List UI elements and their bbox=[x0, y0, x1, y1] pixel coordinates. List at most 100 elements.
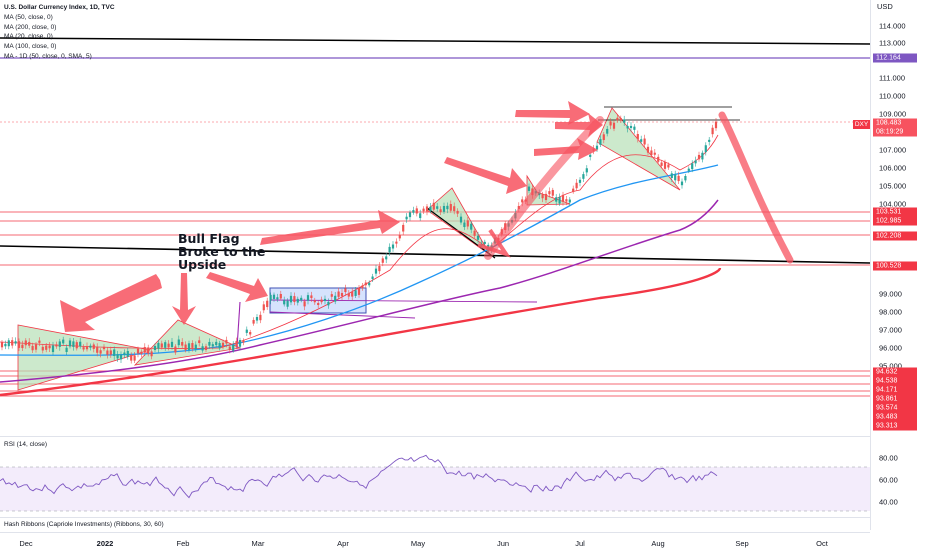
time-label: May bbox=[410, 539, 426, 548]
pane-separator-hash[interactable] bbox=[0, 517, 870, 518]
rally-path[interactable] bbox=[484, 116, 604, 260]
triangle-pattern-dec[interactable] bbox=[17, 324, 151, 391]
trendline-top[interactable] bbox=[0, 37, 871, 45]
ma100-line[interactable] bbox=[0, 199, 719, 383]
legend-ma50[interactable]: MA (50, close, 0) bbox=[4, 13, 53, 21]
arrow-to-jun-triangle[interactable] bbox=[444, 157, 527, 194]
time-label: Aug bbox=[651, 539, 665, 548]
candle-body bbox=[334, 295, 337, 302]
time-label: Jun bbox=[496, 539, 510, 548]
candle-body bbox=[317, 302, 320, 306]
candle-body bbox=[133, 355, 136, 361]
candle-body bbox=[459, 216, 463, 223]
candle-body bbox=[24, 340, 27, 346]
candle-body bbox=[391, 244, 395, 249]
candle-body bbox=[470, 223, 473, 230]
bull-flag-annotation[interactable]: Bull Flag Broke to the Upside bbox=[178, 232, 265, 271]
legend-ma100[interactable]: MA (100, close, 0) bbox=[4, 43, 57, 51]
arrow-to-dec-triangle[interactable] bbox=[60, 274, 162, 332]
symbol-badge: DXY bbox=[853, 120, 870, 129]
flag-pole[interactable] bbox=[236, 301, 241, 349]
candlesticks bbox=[0, 114, 718, 364]
candle-body bbox=[262, 304, 265, 311]
candle-body bbox=[677, 175, 680, 182]
arrow-to-jul-top-1[interactable] bbox=[515, 101, 590, 125]
pattern-trendline-may[interactable] bbox=[426, 207, 496, 259]
candle-body bbox=[310, 295, 313, 299]
candle-body bbox=[347, 293, 350, 297]
candle-body bbox=[303, 301, 306, 307]
candle-body bbox=[578, 179, 582, 183]
candle-body bbox=[102, 346, 106, 350]
hash-ribbons-label[interactable]: Hash Ribbons (Capriole Investments) (Rib… bbox=[4, 521, 164, 528]
candle-body bbox=[378, 265, 381, 272]
candle-body bbox=[99, 350, 102, 354]
price-tick: 109.000 bbox=[879, 109, 907, 119]
candle-body bbox=[344, 288, 347, 293]
candle-body bbox=[398, 235, 401, 239]
candle-body bbox=[374, 268, 378, 274]
price-chart-pane[interactable] bbox=[0, 0, 871, 430]
candle-body bbox=[364, 282, 367, 286]
legend-ma20[interactable]: MA (20, close, 0) bbox=[4, 33, 53, 41]
rsi-label[interactable]: RSI (14, close) bbox=[4, 441, 47, 448]
candle-body bbox=[242, 340, 245, 343]
candle-body bbox=[228, 346, 231, 350]
triangle-patterns bbox=[17, 107, 681, 391]
candle-body bbox=[697, 154, 701, 160]
candle-body bbox=[708, 139, 711, 142]
candle-body bbox=[602, 134, 605, 141]
candle-body bbox=[31, 345, 34, 351]
rsi-tick: 80.00 bbox=[879, 453, 898, 463]
candle-body bbox=[558, 196, 561, 204]
candle-body bbox=[463, 222, 466, 228]
arrows bbox=[60, 101, 603, 332]
projection-curve[interactable] bbox=[718, 111, 794, 264]
candle-body bbox=[337, 291, 340, 297]
price-tick: 104.000 bbox=[879, 199, 907, 209]
candle-body bbox=[429, 206, 432, 211]
annotation-line-2: Broke to the bbox=[178, 244, 266, 259]
candle-body bbox=[82, 347, 85, 350]
price-tick: 113.000 bbox=[879, 38, 906, 48]
candle-body bbox=[701, 152, 704, 160]
ma50-line[interactable] bbox=[0, 164, 719, 356]
candle-body bbox=[483, 241, 486, 244]
candle-body bbox=[68, 340, 72, 347]
time-label: Feb bbox=[176, 539, 190, 548]
candle-body bbox=[327, 301, 330, 306]
ma200-line[interactable] bbox=[0, 267, 722, 397]
price-axis[interactable]: USD 114.000 113.000 111.000 110.000 109.… bbox=[870, 0, 932, 530]
trendline-bottom[interactable] bbox=[0, 245, 871, 264]
legend-ma200[interactable]: MA (200, close, 0) bbox=[4, 23, 57, 31]
triangle-pattern-jul[interactable] bbox=[596, 107, 681, 191]
candle-body bbox=[572, 188, 575, 192]
price-chart-canvas[interactable] bbox=[0, 0, 871, 430]
triangle-pattern-feb[interactable] bbox=[133, 319, 242, 366]
candle-body bbox=[201, 346, 204, 351]
arrow-to-feb-triangle[interactable] bbox=[172, 273, 196, 325]
candle-body bbox=[541, 194, 544, 199]
candle-body bbox=[684, 175, 687, 181]
candle-body bbox=[650, 150, 653, 155]
time-label: Jul bbox=[575, 539, 585, 548]
legend-title[interactable]: U.S. Dollar Currency Index, 1D, TVC bbox=[4, 4, 115, 11]
arrow-to-bull-flag[interactable] bbox=[206, 272, 268, 302]
candle-body bbox=[245, 329, 248, 333]
annotation-line-3: Upside bbox=[178, 257, 227, 272]
legend-ma1d[interactable]: MA - 1D (50, close, 0, SMA, 5) bbox=[4, 52, 92, 60]
bounce-arrow[interactable] bbox=[477, 228, 511, 258]
candle-body bbox=[633, 126, 636, 130]
pane-separator-rsi[interactable] bbox=[0, 436, 870, 437]
arrow-to-may-breakout[interactable] bbox=[260, 210, 400, 245]
ma20-line[interactable] bbox=[0, 134, 719, 349]
candle-body bbox=[208, 341, 211, 346]
flag-line-lower[interactable] bbox=[269, 311, 416, 319]
price-tag-countdown: 08:19:29 bbox=[873, 127, 917, 137]
time-axis[interactable]: Dec 2022 Feb Mar Apr May Jun Jul Aug Sep… bbox=[0, 532, 870, 551]
candle-body bbox=[119, 354, 123, 360]
candle-body bbox=[422, 208, 425, 212]
rsi-tick: 60.00 bbox=[879, 475, 898, 485]
rsi-pane[interactable] bbox=[0, 437, 870, 517]
price-tag-94632: 94.632 bbox=[873, 367, 917, 377]
